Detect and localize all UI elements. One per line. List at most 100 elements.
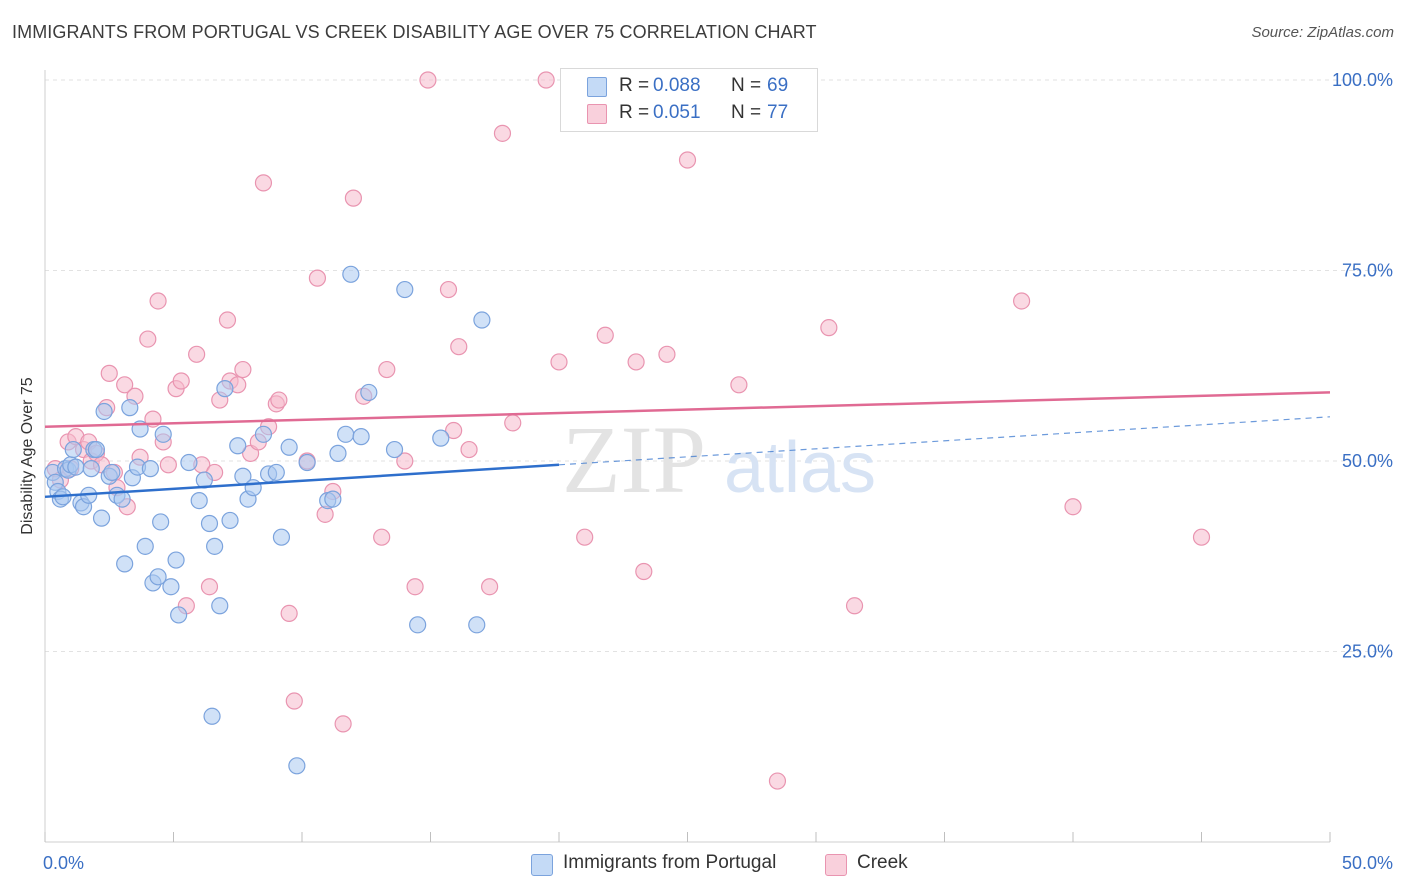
- watermark-zip: ZIP: [562, 406, 706, 513]
- data-point: [378, 360, 396, 379]
- data-point: [229, 437, 247, 455]
- axes: [44, 70, 1331, 843]
- data-point: [576, 528, 594, 546]
- data-point: [152, 513, 170, 531]
- n-value: 77: [767, 102, 789, 123]
- data-point: [170, 606, 188, 624]
- data-point: [627, 353, 645, 371]
- portugal-points: [44, 265, 491, 775]
- data-point: [537, 71, 555, 89]
- x-tick-label-min: 0.0%: [43, 853, 84, 873]
- data-point: [635, 562, 653, 581]
- data-point: [820, 319, 838, 337]
- creek-points: [46, 71, 1211, 790]
- data-point: [730, 376, 748, 394]
- creek-trend-line: [44, 391, 1331, 428]
- r-value: 0.051: [653, 102, 701, 123]
- data-point: [92, 509, 111, 527]
- data-point: [360, 383, 378, 402]
- data-point: [308, 269, 327, 287]
- data-point: [154, 425, 172, 443]
- grid: [45, 79, 1392, 652]
- y-tick-label: 25.0%: [1342, 642, 1393, 662]
- data-point: [244, 479, 262, 497]
- r-value: 0.088: [653, 75, 701, 96]
- data-point: [190, 492, 208, 510]
- data-point: [216, 380, 234, 398]
- y-tick-label: 50.0%: [1342, 451, 1393, 471]
- creek-swatch: [587, 104, 607, 124]
- data-point: [768, 772, 787, 790]
- data-point: [481, 578, 499, 596]
- data-point: [385, 440, 404, 459]
- data-point: [254, 425, 273, 443]
- data-point: [344, 189, 362, 207]
- legend-label: Immigrants from Portugal: [563, 852, 777, 873]
- stats-legend: R = 0.088 N = 69 R = 0.051 N = 77: [560, 68, 818, 132]
- data-point: [234, 360, 252, 379]
- data-point: [180, 453, 198, 472]
- y-axis-label: Disability Age Over 75: [19, 377, 36, 535]
- source-credit: Source: ZipAtlas.com: [1251, 24, 1394, 41]
- data-point: [334, 715, 352, 733]
- data-point: [172, 372, 190, 390]
- data-point: [337, 425, 355, 443]
- n-value: 69: [767, 75, 789, 96]
- data-point: [280, 438, 298, 456]
- data-point: [103, 463, 121, 482]
- watermark-atlas: atlas: [724, 428, 876, 508]
- data-point: [432, 429, 450, 447]
- data-point: [419, 71, 437, 89]
- n-label: N =: [731, 102, 762, 123]
- data-point: [203, 707, 221, 725]
- data-point: [149, 568, 167, 586]
- data-point: [406, 578, 424, 596]
- chart-title: IMMIGRANTS FROM PORTUGAL VS CREEK DISABI…: [12, 22, 817, 42]
- portugal-swatch: [587, 77, 607, 97]
- data-point: [136, 537, 154, 555]
- data-point: [149, 292, 167, 310]
- data-point: [396, 452, 414, 470]
- data-point: [460, 440, 478, 459]
- data-point: [167, 551, 185, 569]
- legend-label: Creek: [857, 852, 908, 873]
- y-tick-label: 100.0%: [1332, 70, 1393, 90]
- r-label: R =: [619, 75, 650, 96]
- data-point: [288, 757, 306, 775]
- data-point: [596, 326, 614, 344]
- data-point: [504, 414, 522, 432]
- data-point: [439, 280, 458, 299]
- data-point: [272, 528, 291, 546]
- series-legend: Immigrants from Portugal Creek: [0, 852, 1406, 878]
- data-point: [141, 460, 159, 478]
- data-point: [493, 124, 512, 142]
- data-point: [218, 311, 237, 329]
- portugal-trend-extension: [558, 416, 1331, 466]
- data-point: [188, 345, 206, 363]
- data-point: [254, 174, 273, 192]
- data-point: [64, 440, 82, 459]
- data-point: [87, 440, 106, 459]
- data-point: [298, 453, 316, 472]
- data-point: [67, 458, 85, 476]
- data-point: [450, 338, 468, 356]
- data-point: [1192, 528, 1211, 546]
- tick-labels: 25.0% 50.0% 75.0% 100.0% 0.0% 50.0%: [43, 70, 1393, 873]
- data-point: [396, 280, 414, 299]
- data-point: [280, 604, 298, 623]
- portugal-legend-swatch: [531, 854, 553, 876]
- data-point: [82, 460, 100, 478]
- data-point: [409, 616, 427, 634]
- data-point: [285, 692, 303, 710]
- data-point: [211, 597, 229, 615]
- data-point: [159, 456, 177, 474]
- data-point: [121, 399, 139, 417]
- data-point: [473, 311, 491, 329]
- data-point: [1064, 498, 1082, 516]
- data-point: [100, 364, 118, 382]
- data-point: [373, 528, 391, 546]
- data-point: [445, 421, 463, 440]
- data-point: [658, 345, 676, 363]
- n-label: N =: [731, 75, 762, 96]
